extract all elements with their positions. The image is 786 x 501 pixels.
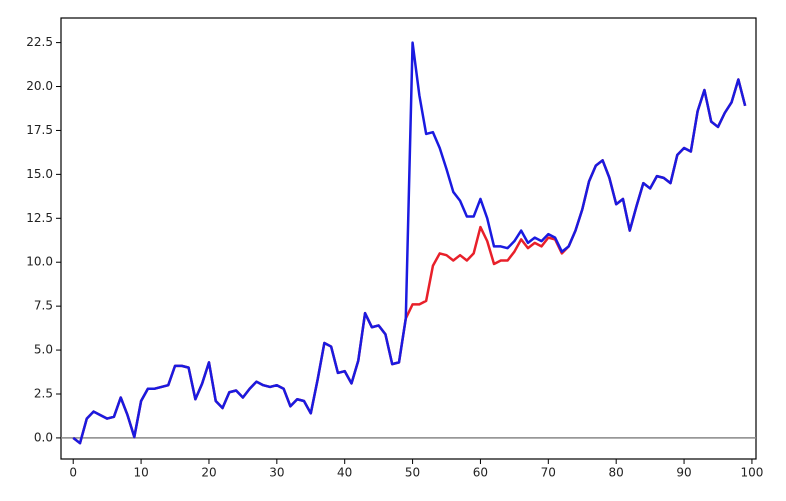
x-tick-label: 50: [405, 466, 420, 480]
y-tick-label: 22.5: [26, 35, 53, 49]
y-tick-label: 0.0: [34, 430, 53, 444]
x-tick-label: 30: [269, 466, 284, 480]
y-tick-label: 7.5: [34, 299, 53, 313]
plot-frame: [60, 17, 757, 460]
x-tick-label: 100: [740, 466, 763, 480]
y-tick-label: 5.0: [34, 343, 53, 357]
x-tick-label: 80: [609, 466, 624, 480]
x-tick-label: 90: [676, 466, 691, 480]
x-tick-label: 20: [201, 466, 216, 480]
y-tick-label: 10.0: [26, 255, 53, 269]
x-tick-label: 10: [133, 466, 148, 480]
x-tick-label: 60: [473, 466, 488, 480]
x-tick-label: 0: [69, 466, 77, 480]
x-tick-label: 40: [337, 466, 352, 480]
series-line: [72, 41, 747, 445]
y-tick-label: 15.0: [26, 167, 53, 181]
y-tick-label: 17.5: [26, 123, 53, 137]
y-tick-label: 2.5: [34, 386, 53, 400]
x-tick-label: 70: [541, 466, 556, 480]
y-tick-label: 20.0: [26, 79, 53, 93]
y-tick-label: 12.5: [26, 211, 53, 225]
